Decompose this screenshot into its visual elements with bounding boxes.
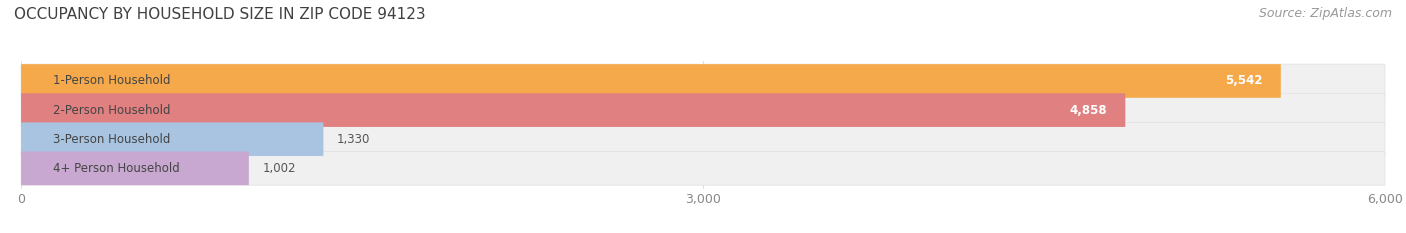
Text: 1,330: 1,330 [337,133,370,146]
FancyBboxPatch shape [21,122,323,156]
FancyBboxPatch shape [21,122,1385,156]
Text: OCCUPANCY BY HOUSEHOLD SIZE IN ZIP CODE 94123: OCCUPANCY BY HOUSEHOLD SIZE IN ZIP CODE … [14,7,426,22]
FancyBboxPatch shape [21,93,1125,127]
Text: 1,002: 1,002 [263,162,297,175]
FancyBboxPatch shape [21,64,1281,98]
Text: 2-Person Household: 2-Person Household [53,104,172,116]
Text: 3-Person Household: 3-Person Household [53,133,170,146]
FancyBboxPatch shape [21,93,1385,127]
Text: 4+ Person Household: 4+ Person Household [53,162,180,175]
Text: Source: ZipAtlas.com: Source: ZipAtlas.com [1258,7,1392,20]
Text: 4,858: 4,858 [1070,104,1107,116]
FancyBboxPatch shape [21,151,1385,185]
FancyBboxPatch shape [21,151,249,185]
Text: 5,542: 5,542 [1225,75,1263,87]
FancyBboxPatch shape [21,64,1385,98]
Text: 1-Person Household: 1-Person Household [53,75,172,87]
